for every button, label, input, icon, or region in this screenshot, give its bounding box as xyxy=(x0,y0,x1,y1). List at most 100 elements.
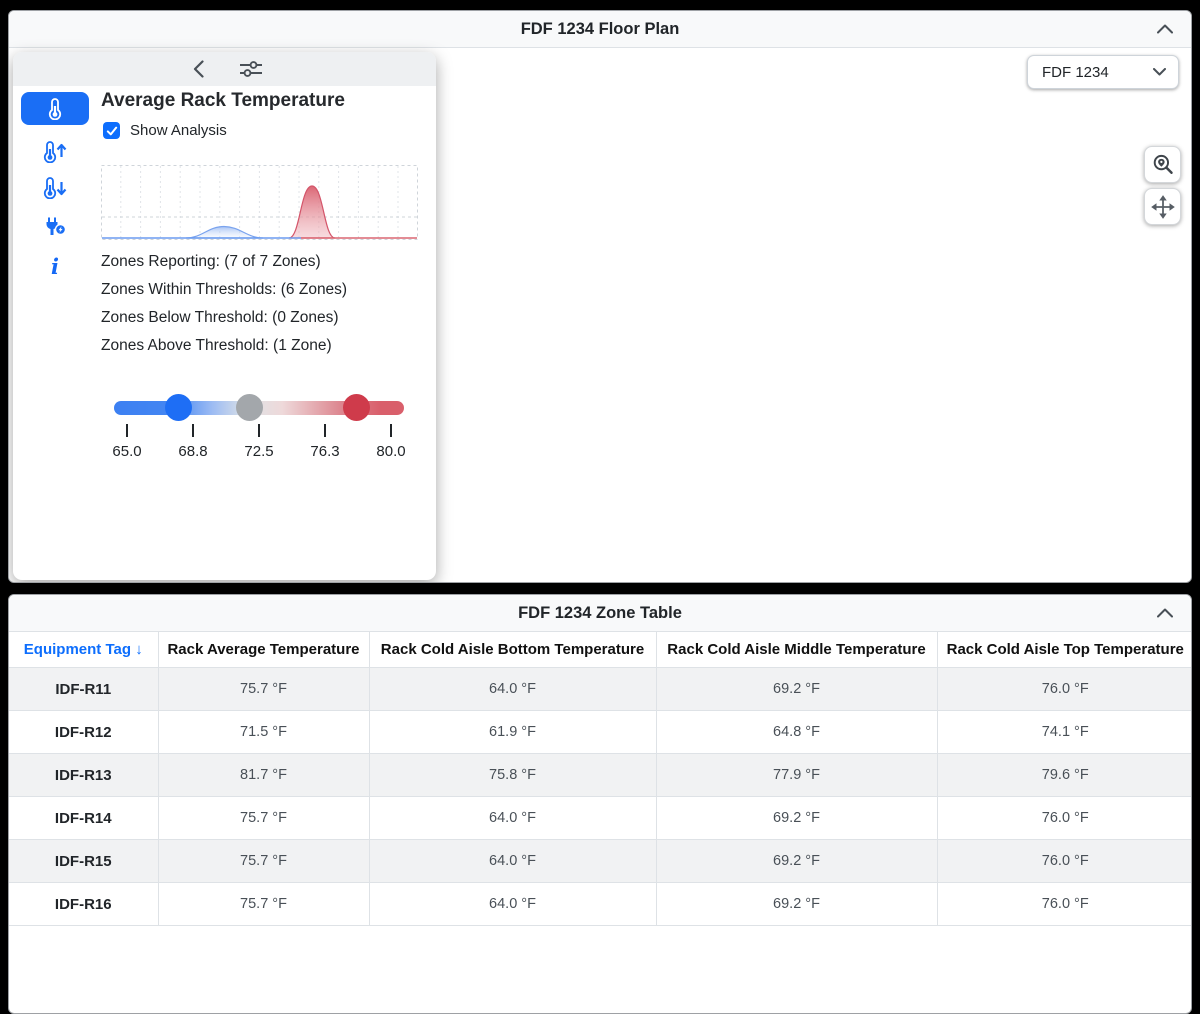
cell-bottom: 61.9 °F xyxy=(369,710,657,754)
back-button[interactable] xyxy=(186,58,212,80)
chevron-up-icon xyxy=(1157,608,1173,617)
cell-bottom: 64.0 °F xyxy=(369,839,657,883)
show-analysis-checkbox[interactable]: Show Analysis xyxy=(103,122,227,139)
chevron-up-icon xyxy=(1157,24,1173,33)
table-row[interactable]: IDF-R14 75.7 °F 64.0 °F 69.2 °F 76.0 °F xyxy=(9,796,1191,840)
cell-avg: 75.7 °F xyxy=(158,796,370,840)
column-header-cold-aisle-top[interactable]: Rack Cold Aisle Top Temperature xyxy=(937,632,1191,668)
zone-table-collapse-button[interactable] xyxy=(1155,604,1175,622)
cell-middle: 69.2 °F xyxy=(656,667,938,711)
tick-mark xyxy=(192,424,194,437)
cell-equipment-tag: IDF-R13 xyxy=(9,753,159,797)
tick-label: 72.5 xyxy=(244,443,274,460)
tick-mark xyxy=(390,424,392,437)
thermometer-down-icon xyxy=(43,176,67,199)
cell-top: 74.1 °F xyxy=(937,710,1191,754)
cell-avg: 81.7 °F xyxy=(158,753,370,797)
zone-table-panel-header: FDF 1234 Zone Table xyxy=(9,595,1191,632)
thermometer-up-icon xyxy=(43,140,67,163)
analysis-card-toolbar xyxy=(13,52,436,86)
floor-plan-title: FDF 1234 Floor Plan xyxy=(520,19,680,38)
tick-mark xyxy=(258,424,260,437)
floor-plan-canvas[interactable]: UPS-1 UPS-2 Rack 1-1 xyxy=(9,48,1191,583)
threshold-handle-mid[interactable] xyxy=(236,394,263,421)
tick-label: 68.8 xyxy=(178,443,208,460)
magnifier-pin-icon xyxy=(1153,154,1173,174)
info-icon: i xyxy=(51,253,59,279)
layer-low-temperature-button[interactable] xyxy=(21,171,89,204)
threshold-handle-high[interactable] xyxy=(343,394,370,421)
temperature-distribution-chart xyxy=(101,165,418,240)
cell-bottom: 64.0 °F xyxy=(369,882,657,926)
cell-avg: 75.7 °F xyxy=(158,839,370,883)
move-arrows-icon xyxy=(1150,194,1175,219)
location-selector[interactable]: FDF 1234 xyxy=(1027,55,1179,89)
show-analysis-label: Show Analysis xyxy=(130,122,227,139)
check-icon xyxy=(106,126,117,135)
tick-label: 80.0 xyxy=(376,443,406,460)
cell-avg: 75.7 °F xyxy=(158,882,370,926)
table-row[interactable]: IDF-R13 81.7 °F 75.8 °F 77.9 °F 79.6 °F xyxy=(9,753,1191,797)
threshold-slider: 65.0 68.8 72.5 76.3 80.0 xyxy=(101,393,418,503)
zone-stats: Zones Reporting: (7 of 7 Zones) Zones Wi… xyxy=(101,248,347,360)
table-row[interactable]: IDF-R11 75.7 °F 64.0 °F 69.2 °F 76.0 °F xyxy=(9,667,1191,711)
cell-top: 76.0 °F xyxy=(937,882,1191,926)
cell-middle: 69.2 °F xyxy=(656,796,938,840)
cell-middle: 69.2 °F xyxy=(656,882,938,926)
table-row[interactable]: IDF-R16 75.7 °F 64.0 °F 69.2 °F 76.0 °F xyxy=(9,882,1191,926)
cell-top: 79.6 °F xyxy=(937,753,1191,797)
layer-avg-temperature-button[interactable] xyxy=(21,92,89,125)
zone-table: Equipment Tag ↓ Rack Average Temperature… xyxy=(9,632,1191,926)
floor-plan-image: UPS-1 UPS-2 Rack 1-1 xyxy=(429,48,1069,583)
analysis-card: i Average Rack Temperature Show Analysis xyxy=(13,52,436,580)
cell-bottom: 75.8 °F xyxy=(369,753,657,797)
column-header-equipment-tag[interactable]: Equipment Tag ↓ xyxy=(9,632,159,668)
cell-top: 76.0 °F xyxy=(937,796,1191,840)
layer-settings-button[interactable] xyxy=(238,58,264,80)
table-header-row: Equipment Tag ↓ Rack Average Temperature… xyxy=(9,632,1191,668)
cell-equipment-tag: IDF-R11 xyxy=(9,667,159,711)
layer-high-temperature-button[interactable] xyxy=(21,135,89,168)
cell-avg: 71.5 °F xyxy=(158,710,370,754)
zone-table-panel: FDF 1234 Zone Table Equipment Tag ↓ Rack… xyxy=(8,594,1192,1014)
floor-plan-panel: FDF 1234 Floor Plan xyxy=(8,10,1192,583)
stat-zones-above: Zones Above Threshold: (1 Zone) xyxy=(101,337,332,354)
column-header-rack-average[interactable]: Rack Average Temperature xyxy=(158,632,370,668)
floor-plan-collapse-button[interactable] xyxy=(1155,20,1175,38)
cell-equipment-tag: IDF-R16 xyxy=(9,882,159,926)
stat-zones-below: Zones Below Threshold: (0 Zones) xyxy=(101,309,339,326)
pan-button[interactable] xyxy=(1144,188,1181,225)
location-selector-value: FDF 1234 xyxy=(1042,63,1109,81)
cell-middle: 77.9 °F xyxy=(656,753,938,797)
cell-top: 76.0 °F xyxy=(937,839,1191,883)
chevron-down-icon xyxy=(1153,68,1166,76)
cell-avg: 75.7 °F xyxy=(158,667,370,711)
cell-bottom: 64.0 °F xyxy=(369,667,657,711)
cell-bottom: 64.0 °F xyxy=(369,796,657,840)
cell-equipment-tag: IDF-R12 xyxy=(9,710,159,754)
thermometer-icon xyxy=(48,97,62,120)
stat-zones-within: Zones Within Thresholds: (6 Zones) xyxy=(101,281,348,298)
cell-middle: 69.2 °F xyxy=(656,839,938,883)
layer-power-button[interactable] xyxy=(21,210,89,243)
tick-mark xyxy=(126,424,128,437)
zoom-to-location-button[interactable] xyxy=(1144,146,1181,183)
table-row[interactable]: IDF-R15 75.7 °F 64.0 °F 69.2 °F 76.0 °F xyxy=(9,839,1191,883)
plug-power-icon xyxy=(46,217,67,235)
sort-descending-icon: ↓ xyxy=(135,641,143,658)
zone-table-title: FDF 1234 Zone Table xyxy=(518,603,682,622)
cell-equipment-tag: IDF-R14 xyxy=(9,796,159,840)
column-header-cold-aisle-middle[interactable]: Rack Cold Aisle Middle Temperature xyxy=(656,632,938,668)
stat-zones-reporting: Zones Reporting: (7 of 7 Zones) xyxy=(101,253,321,270)
cell-top: 76.0 °F xyxy=(937,667,1191,711)
column-header-cold-aisle-bottom[interactable]: Rack Cold Aisle Bottom Temperature xyxy=(369,632,657,668)
cell-middle: 64.8 °F xyxy=(656,710,938,754)
table-row[interactable]: IDF-R12 71.5 °F 61.9 °F 64.8 °F 74.1 °F xyxy=(9,710,1191,754)
cell-equipment-tag: IDF-R15 xyxy=(9,839,159,883)
chevron-left-icon xyxy=(193,60,204,78)
analysis-title: Average Rack Temperature xyxy=(101,90,345,111)
threshold-handle-low[interactable] xyxy=(165,394,192,421)
tick-label: 76.3 xyxy=(310,443,340,460)
tick-label: 65.0 xyxy=(112,443,142,460)
tick-mark xyxy=(324,424,326,437)
